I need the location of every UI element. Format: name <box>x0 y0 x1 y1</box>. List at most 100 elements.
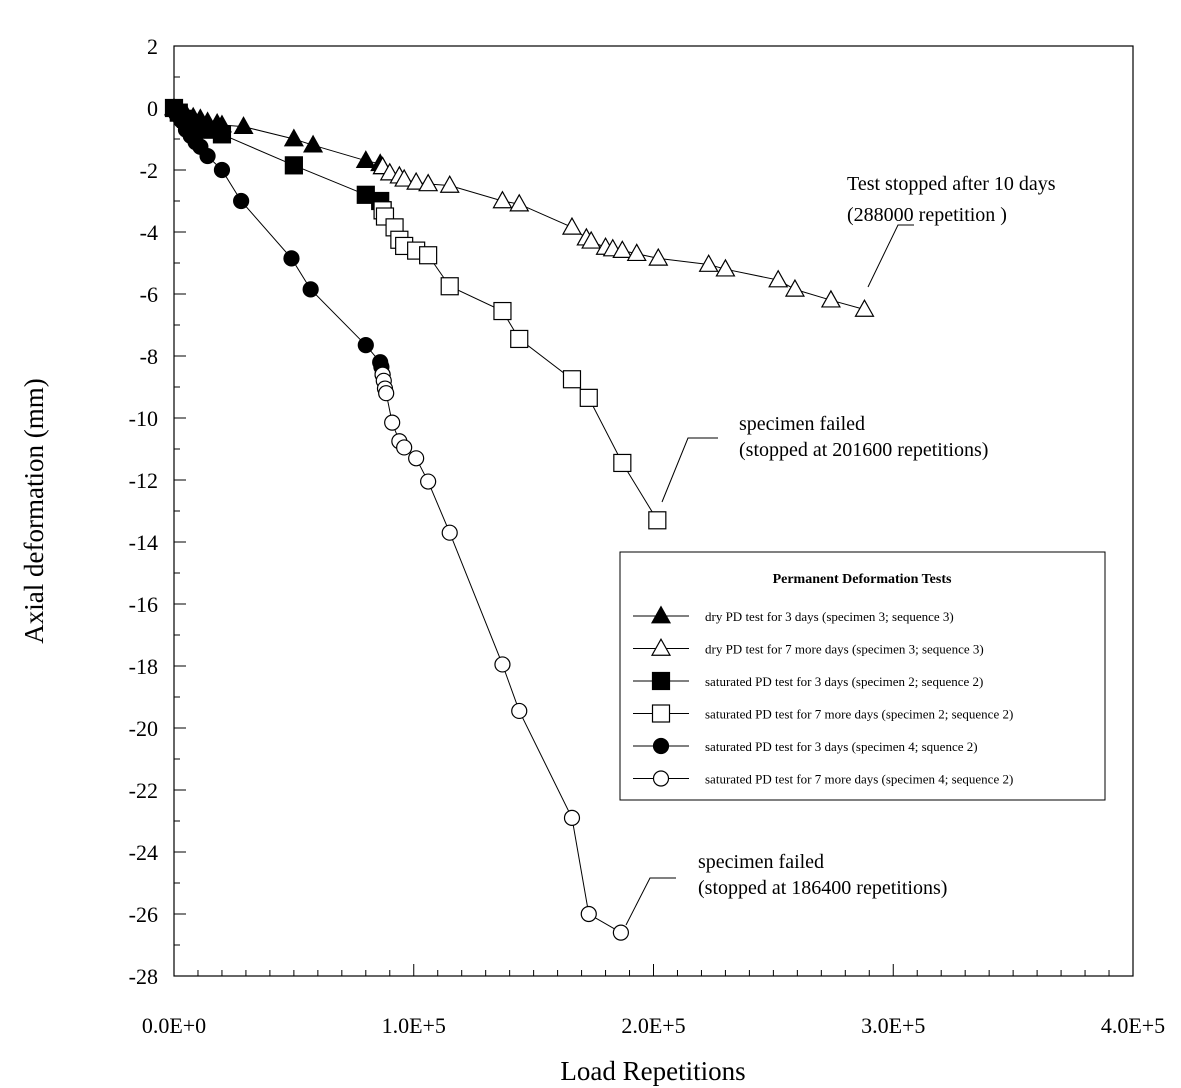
data-point <box>199 147 216 165</box>
y-axis-title: Axial deformation (mm) <box>19 378 49 643</box>
data-point <box>509 193 530 212</box>
legend-item-6: saturated PD test for 7 more days (speci… <box>633 770 1013 787</box>
y-tick-label: -22 <box>129 778 158 803</box>
data-point <box>612 240 633 258</box>
series-4 <box>373 201 667 530</box>
data-point <box>355 150 376 169</box>
data-point <box>440 277 459 296</box>
data-point <box>579 388 598 407</box>
legend-marker <box>652 770 670 787</box>
data-point <box>303 134 324 153</box>
data-point <box>419 246 438 265</box>
series-2 <box>372 156 875 317</box>
data-point <box>561 216 583 235</box>
y-tick-label: -10 <box>129 406 158 431</box>
data-point <box>494 656 511 673</box>
y-tick-label: -4 <box>140 220 158 245</box>
data-point <box>394 168 415 187</box>
legend-item-1: dry PD test for 3 days (specimen 3; sequ… <box>633 605 954 624</box>
data-point <box>418 173 439 192</box>
data-point <box>784 278 805 297</box>
legend-label: saturated PD test for 7 more days (speci… <box>705 707 1013 722</box>
data-point <box>511 702 528 720</box>
x-tick-label: 2.0E+5 <box>621 1013 685 1038</box>
data-point <box>613 453 632 473</box>
annotation-2: specimen failed (stopped at 201600 repeti… <box>661 413 988 503</box>
y-tick-label: -6 <box>140 282 158 307</box>
data-point <box>396 439 413 456</box>
data-point <box>357 337 374 354</box>
y-tick-label: -14 <box>129 530 158 555</box>
y-tick-label: -28 <box>129 964 158 989</box>
data-point <box>213 161 231 179</box>
data-point <box>768 269 789 288</box>
data-point <box>439 174 460 193</box>
y-tick-label: -8 <box>140 344 158 369</box>
legend-box <box>619 551 1106 801</box>
annotation-leader <box>867 224 914 288</box>
data-point <box>378 385 395 402</box>
data-point <box>283 128 304 147</box>
y-tick-label: -20 <box>129 716 158 741</box>
data-point <box>626 243 647 262</box>
annotation-text: (288000 repetition ) <box>847 204 1007 226</box>
series-6 <box>374 366 629 941</box>
data-point <box>820 289 841 308</box>
data-point <box>408 450 425 467</box>
series-5 <box>165 99 391 383</box>
data-point <box>441 524 458 541</box>
data-point <box>715 258 736 277</box>
data-point <box>492 190 513 209</box>
annotation-leader <box>625 877 676 926</box>
axes: 2 0 -2 -4 -6 -8 -10 -12 -14 -16 -18 -20 -22 -24 -26 -28… <box>129 34 1166 1038</box>
y-tick-label: -16 <box>129 592 158 617</box>
x-tick-label: 0.0E+0 <box>142 1013 206 1038</box>
annotation-3: specimen failed (stopped at 186400 repeti… <box>625 851 947 926</box>
data-point <box>648 247 669 266</box>
annotation-text: (stopped at 201600 repetitions) <box>739 439 988 461</box>
data-point <box>283 250 300 267</box>
data-point <box>233 192 250 210</box>
legend-label: saturated PD test for 3 days (specimen 4… <box>705 739 978 754</box>
data-point <box>854 298 875 317</box>
series-3 <box>164 98 392 220</box>
annotations: Test stopped after 10 days (288000 repeti… <box>625 173 1056 926</box>
legend-marker <box>652 737 670 755</box>
legend-label: saturated PD test for 7 more days (speci… <box>705 772 1013 787</box>
data-point <box>406 171 427 190</box>
data-point <box>580 905 597 923</box>
data-point <box>493 301 512 321</box>
data-point <box>212 125 232 144</box>
data-point <box>698 254 719 272</box>
data-point <box>284 156 303 175</box>
annotation-1: Test stopped after 10 days (288000 repeti… <box>847 173 1056 288</box>
data-point <box>384 414 401 431</box>
legend-item-3: saturated PD test for 3 days (specimen 2… <box>633 671 983 691</box>
legend-label: saturated PD test for 3 days (specimen 2… <box>705 674 983 689</box>
legend-item-4: saturated PD test for 7 more days (speci… <box>633 704 1013 723</box>
y-tick-label: -12 <box>129 468 158 493</box>
annotation-text: (stopped at 186400 repetitions) <box>698 877 947 899</box>
legend-marker <box>650 637 672 656</box>
y-tick-label: 2 <box>147 34 158 59</box>
legend-label: dry PD test for 3 days (specimen 3; sequ… <box>705 609 954 624</box>
annotation-text: specimen failed <box>698 851 824 873</box>
legend-item-2: dry PD test for 7 more days (specimen 3;… <box>633 637 984 657</box>
legend-marker <box>650 605 672 624</box>
annotation-text: specimen failed <box>739 413 865 435</box>
y-tick-label: -2 <box>140 158 158 183</box>
data-point <box>420 473 437 490</box>
data-point <box>510 329 529 349</box>
data-point <box>581 230 602 249</box>
legend-title: Permanent Deformation Tests <box>773 572 952 587</box>
data-point <box>612 924 629 941</box>
data-point <box>562 370 582 389</box>
data-point <box>648 511 667 530</box>
y-tick-label: -24 <box>129 840 158 865</box>
y-tick-label: -18 <box>129 654 158 679</box>
y-tick-label: 0 <box>147 96 158 121</box>
legend-item-5: saturated PD test for 3 days (specimen 4… <box>633 737 978 755</box>
x-axis-title: Load Repetitions <box>560 1056 745 1086</box>
legend-items: dry PD test for 3 days (specimen 3; sequ… <box>633 605 1013 787</box>
